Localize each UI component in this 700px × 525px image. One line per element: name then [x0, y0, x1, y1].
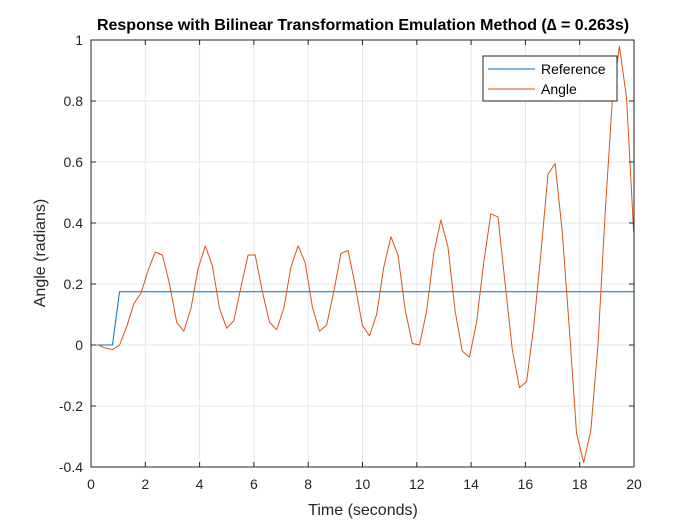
x-tick-label: 2: [141, 476, 149, 492]
series-layer: [91, 45, 635, 463]
y-tick-label: 0.4: [64, 215, 84, 231]
y-tick-label: 0.6: [64, 154, 84, 170]
y-tick-label: 1: [75, 32, 83, 48]
x-tick-label: 4: [196, 476, 204, 492]
legend-entry: Angle: [541, 81, 577, 97]
tick-layer: [90, 39, 635, 468]
series-line-reference: [91, 291, 634, 346]
x-tick-label: 10: [355, 476, 371, 492]
y-tick-label: 0.8: [64, 93, 84, 109]
x-tick-label: 20: [626, 476, 642, 492]
x-tick-label: 6: [250, 476, 258, 492]
series-line-angle: [91, 45, 635, 463]
x-tick-label: 14: [463, 476, 479, 492]
x-tick-label: 12: [409, 476, 425, 492]
y-tick-label: 0: [75, 337, 83, 353]
x-tick-label: 16: [518, 476, 534, 492]
x-tick-label: 18: [572, 476, 588, 492]
legend: Reference Angle: [482, 55, 618, 102]
legend-entry: Reference: [541, 61, 606, 77]
y-tick-label: -0.4: [59, 459, 83, 475]
y-axis-label: Angle (radians): [32, 199, 49, 308]
x-axis-label: Time (seconds): [308, 502, 418, 519]
legend-box: [482, 55, 618, 102]
x-tick-label: 8: [304, 476, 312, 492]
chart-title: Response with Bilinear Transformation Em…: [97, 17, 629, 34]
x-tick-label: 0: [87, 476, 95, 492]
y-tick-label: -0.2: [59, 398, 83, 414]
tick-label-layer: 0 2 4 6 8 10 12 14 16 18 20 -0.4 -0.2 0 0.2 0.4 0.6 0.8 1: [59, 32, 642, 492]
y-tick-label: 0.2: [64, 276, 84, 292]
